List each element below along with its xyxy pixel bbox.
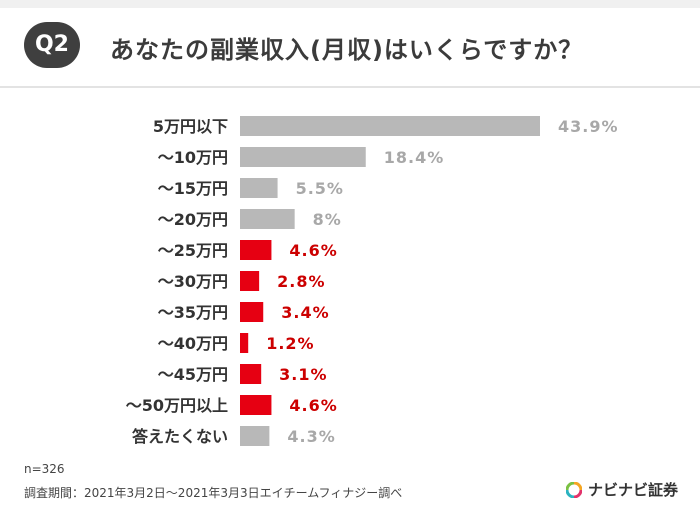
value-label: 3.1% [279,365,327,384]
question-badge: Q2 [24,22,80,68]
title-divider [0,86,700,88]
sample-size: n=326 [24,462,65,476]
value-label: 4.6% [289,396,337,415]
bar [240,302,264,322]
category-label: ～40万円 [158,334,228,353]
value-label: 18.4% [384,148,445,167]
bar [240,271,260,291]
value-label: 1.2% [266,334,314,353]
bar [240,395,272,415]
bar [240,116,540,136]
bar [240,364,262,384]
survey-period: 調査期間：2021年3月2日～2021年3月3日エイチームフィナジー調べ [24,486,403,500]
value-label: 2.8% [277,272,325,291]
value-label: 5.5% [296,179,344,198]
category-label: ～15万円 [158,179,228,198]
category-label: ～50万円以上 [126,396,228,415]
bar [240,333,249,353]
bar [240,147,366,167]
value-label: 8% [313,210,342,229]
brand-name: ナビナビ証券 [588,481,679,499]
category-label: 5万円以下 [153,117,228,136]
category-label: ～25万円 [158,241,228,260]
value-label: 3.4% [281,303,329,322]
top-border [0,0,700,8]
brand-ring-icon [566,482,582,498]
category-label: ～20万円 [158,210,228,229]
category-label: 答えたくない [132,427,228,446]
bar [240,240,272,260]
category-label: ～10万円 [158,148,228,167]
bar [240,426,270,446]
value-label: 4.6% [289,241,337,260]
bar [240,209,295,229]
value-label: 4.3% [287,427,335,446]
value-label: 43.9% [558,117,619,136]
question-title: あなたの副業収入(月収)はいくらですか？ [110,36,584,64]
category-label: ～35万円 [158,303,228,322]
bar [240,178,278,198]
category-label: ～30万円 [158,272,228,291]
category-label: ～45万円 [158,365,228,384]
